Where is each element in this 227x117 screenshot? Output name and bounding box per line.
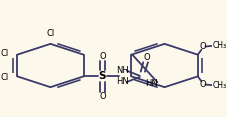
Text: HN: HN — [145, 79, 158, 88]
Text: Cl: Cl — [1, 49, 9, 58]
Text: O: O — [99, 92, 106, 101]
Text: O: O — [99, 52, 106, 61]
Text: CH₃: CH₃ — [213, 81, 227, 90]
Text: O: O — [200, 42, 206, 51]
Text: S: S — [99, 71, 106, 81]
Text: Cl: Cl — [1, 73, 9, 82]
Text: CH₃: CH₃ — [213, 41, 227, 50]
Text: O: O — [144, 53, 150, 62]
Text: NH: NH — [116, 66, 129, 75]
Text: HN: HN — [116, 77, 129, 86]
Text: Cl: Cl — [46, 29, 54, 38]
Text: O: O — [200, 80, 206, 89]
